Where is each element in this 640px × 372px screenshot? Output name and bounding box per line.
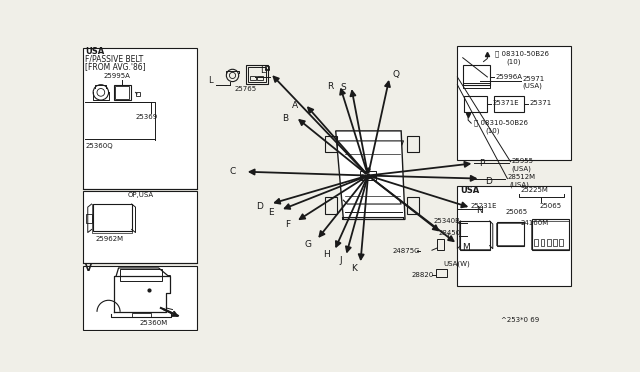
Text: V: V: [84, 264, 92, 273]
Text: 24160M: 24160M: [520, 220, 548, 226]
Bar: [406, 197, 419, 214]
Bar: [460, 221, 490, 250]
Text: 25225M: 25225M: [520, 187, 548, 193]
Bar: [265, 66, 269, 70]
Text: 25996A: 25996A: [495, 74, 522, 80]
Text: USA: USA: [460, 186, 480, 195]
Text: 25955: 25955: [511, 158, 533, 164]
Text: Q: Q: [393, 70, 399, 79]
Text: (USA): (USA): [511, 166, 531, 172]
Bar: [132, 312, 151, 317]
Bar: [553, 239, 557, 246]
Bar: [248, 67, 266, 82]
Text: 25360Q: 25360Q: [86, 142, 113, 148]
Text: Ⓢ 08310-50B26: Ⓢ 08310-50B26: [474, 120, 527, 126]
Bar: [83, 191, 197, 263]
Text: P: P: [479, 159, 484, 168]
Text: 25995A: 25995A: [103, 73, 130, 79]
Bar: [547, 239, 550, 246]
Bar: [250, 76, 255, 80]
Text: 28512M: 28512M: [508, 174, 536, 180]
Text: 25065: 25065: [540, 203, 562, 209]
Bar: [559, 239, 563, 246]
Text: D: D: [485, 177, 492, 186]
Bar: [93, 204, 132, 231]
Text: (10): (10): [507, 58, 521, 65]
Bar: [458, 186, 572, 286]
Text: (USA): (USA): [509, 182, 529, 188]
Text: F: F: [285, 220, 291, 229]
Text: L: L: [447, 232, 452, 242]
Text: 25065: 25065: [505, 209, 527, 215]
Bar: [83, 48, 197, 189]
Text: OP,USA: OP,USA: [128, 192, 154, 198]
Text: (10): (10): [485, 128, 500, 134]
Bar: [459, 221, 490, 249]
Text: 25340B: 25340B: [433, 218, 460, 224]
Text: F/PASSIVE BELT: F/PASSIVE BELT: [86, 55, 144, 64]
Text: ^253*0 69: ^253*0 69: [501, 317, 540, 323]
Bar: [86, 214, 92, 223]
Text: [FROM AVG.'86]: [FROM AVG.'86]: [86, 62, 146, 71]
Text: S: S: [340, 83, 346, 92]
Bar: [532, 219, 569, 250]
Text: G: G: [305, 240, 312, 248]
Text: Ⓢ 08310-50B26: Ⓢ 08310-50B26: [495, 51, 549, 57]
Text: 25371E: 25371E: [493, 100, 520, 106]
Text: B: B: [283, 114, 289, 123]
Bar: [464, 96, 488, 112]
Text: L: L: [260, 66, 265, 75]
Text: 24875G: 24875G: [393, 248, 420, 254]
Bar: [136, 92, 140, 96]
Bar: [325, 135, 337, 153]
Bar: [437, 240, 444, 250]
Text: N: N: [476, 206, 483, 215]
Text: 28820: 28820: [412, 272, 433, 278]
Bar: [114, 85, 131, 100]
Text: K: K: [351, 264, 357, 273]
Text: A: A: [292, 101, 298, 110]
Bar: [467, 217, 473, 226]
Bar: [120, 269, 163, 281]
Bar: [436, 269, 447, 277]
Text: 28450: 28450: [438, 230, 460, 236]
Bar: [463, 83, 490, 88]
Text: E: E: [268, 208, 273, 217]
Bar: [493, 96, 524, 112]
Text: USA(W): USA(W): [444, 260, 470, 267]
Text: (USA): (USA): [523, 83, 543, 90]
Text: J: J: [339, 256, 342, 265]
Text: 25231E: 25231E: [470, 203, 497, 209]
Bar: [541, 239, 545, 246]
Text: C: C: [229, 167, 236, 176]
Bar: [92, 204, 132, 232]
Text: R: R: [327, 82, 333, 91]
Bar: [534, 239, 538, 246]
Bar: [257, 76, 262, 80]
Text: 25962M: 25962M: [95, 236, 124, 242]
Polygon shape: [336, 131, 405, 219]
Bar: [360, 171, 376, 180]
Bar: [406, 135, 419, 153]
Bar: [497, 222, 524, 246]
Bar: [531, 221, 569, 249]
Bar: [463, 65, 490, 85]
Text: USA: USA: [86, 47, 105, 56]
Text: L: L: [208, 76, 212, 85]
Bar: [496, 223, 524, 245]
Text: 25371: 25371: [530, 100, 552, 106]
Text: 25765: 25765: [234, 86, 256, 92]
Bar: [458, 46, 572, 160]
Text: M: M: [462, 243, 470, 253]
Bar: [325, 197, 337, 214]
Bar: [83, 266, 197, 330]
Text: 25360M: 25360M: [140, 320, 168, 326]
Bar: [115, 86, 129, 99]
Bar: [467, 230, 473, 239]
Text: 25971: 25971: [523, 76, 545, 81]
Bar: [246, 65, 268, 84]
Text: H: H: [324, 250, 330, 259]
Text: D: D: [257, 202, 263, 211]
Text: 25369: 25369: [136, 114, 157, 120]
